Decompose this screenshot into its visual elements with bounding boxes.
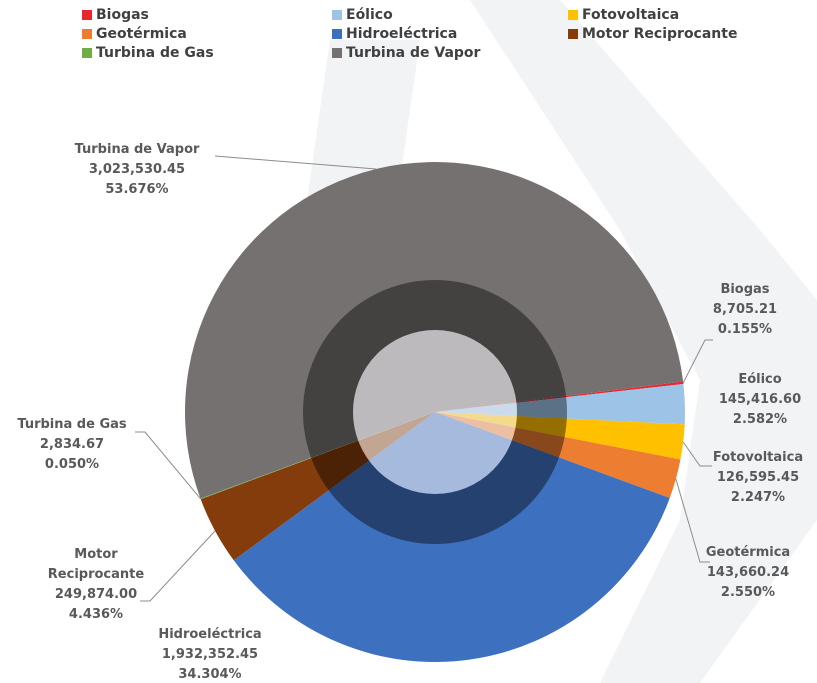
leader-line <box>682 339 713 383</box>
data-label-percent: 2.247% <box>730 490 786 505</box>
legend-swatch <box>568 29 578 39</box>
legend-label: Turbina de Vapor <box>346 45 481 61</box>
legend-label: Biogas <box>96 7 149 23</box>
leader-line <box>675 478 710 563</box>
data-label: Motor Reciprocante 249,874.00 4.436% <box>41 545 151 625</box>
legend-item: Eólico <box>332 7 393 23</box>
legend-item: Motor Reciprocante <box>568 26 737 42</box>
leader-line <box>135 431 201 500</box>
legend-swatch <box>332 48 342 58</box>
data-label-percent: 4.436% <box>68 607 124 622</box>
legend-label: Motor Reciprocante <box>582 26 738 42</box>
data-label-percent: 2.550% <box>720 585 776 600</box>
data-label-percent: 53.676% <box>105 182 169 197</box>
legend-item: Hidroeléctrica <box>332 26 457 42</box>
legend-swatch <box>82 29 92 39</box>
data-label-value: 126,595.45 <box>716 470 800 485</box>
data-label-value: 8,705.21 <box>712 302 778 317</box>
legend-item: Turbina de Vapor <box>332 45 480 61</box>
data-label-value: 3,023,530.45 <box>88 162 186 177</box>
data-label: Eólico 145,416.60 2.582% <box>710 370 810 430</box>
data-label-percent: 0.155% <box>717 322 773 337</box>
data-label-percent: 34.304% <box>178 667 242 682</box>
legend-label: Eólico <box>346 7 393 23</box>
legend-label: Hidroeléctrica <box>346 26 458 42</box>
legend-item: Turbina de Gas <box>82 45 214 61</box>
legend-swatch <box>332 10 342 20</box>
leader-line <box>140 530 216 602</box>
legend-label: Fotovoltaica <box>582 7 680 23</box>
watermark <box>470 0 817 683</box>
data-label-value: 249,874.00 <box>54 587 138 602</box>
legend-swatch <box>568 10 578 20</box>
pie-slice <box>233 412 670 662</box>
data-label: Geotérmica 143,660.24 2.550% <box>698 543 798 603</box>
data-label: Turbina de Vapor 3,023,530.45 53.676% <box>52 140 222 200</box>
data-label: Biogas 8,705.21 0.155% <box>700 280 790 340</box>
data-label-value: 2,834.67 <box>39 437 105 452</box>
data-label-value: 143,660.24 <box>706 565 790 580</box>
data-label: Turbina de Gas 2,834.67 0.050% <box>7 415 137 475</box>
data-label-name: Motor Reciprocante <box>47 547 145 582</box>
legend-item: Geotérmica <box>82 26 187 42</box>
data-label-name: Eólico <box>738 372 782 387</box>
data-label: Hidroeléctrica 1,932,352.45 34.304% <box>140 625 280 683</box>
overlay-center <box>353 330 517 494</box>
legend-swatch <box>82 10 92 20</box>
data-label-percent: 0.050% <box>44 457 100 472</box>
data-label-percent: 2.582% <box>732 412 788 427</box>
data-label-name: Turbina de Gas <box>17 417 127 432</box>
data-label-value: 145,416.60 <box>718 392 802 407</box>
legend-item: Biogas <box>82 7 149 23</box>
data-label-name: Hidroeléctrica <box>158 627 262 642</box>
data-label-name: Fotovoltaica <box>712 450 804 465</box>
legend-label: Turbina de Gas <box>96 45 214 61</box>
leader-line <box>682 441 712 467</box>
leader-line <box>214 155 377 170</box>
overlay-ring <box>303 280 567 544</box>
data-label: Fotovoltaica 126,595.45 2.247% <box>708 448 808 508</box>
legend-label: Geotérmica <box>96 26 187 42</box>
legend-swatch <box>332 29 342 39</box>
data-label-value: 1,932,352.45 <box>161 647 259 662</box>
legend-item: Fotovoltaica <box>568 7 679 23</box>
data-label-name: Turbina de Vapor <box>74 142 200 157</box>
legend-swatch <box>82 48 92 58</box>
data-label-name: Geotérmica <box>705 545 791 560</box>
data-label-name: Biogas <box>720 282 770 297</box>
